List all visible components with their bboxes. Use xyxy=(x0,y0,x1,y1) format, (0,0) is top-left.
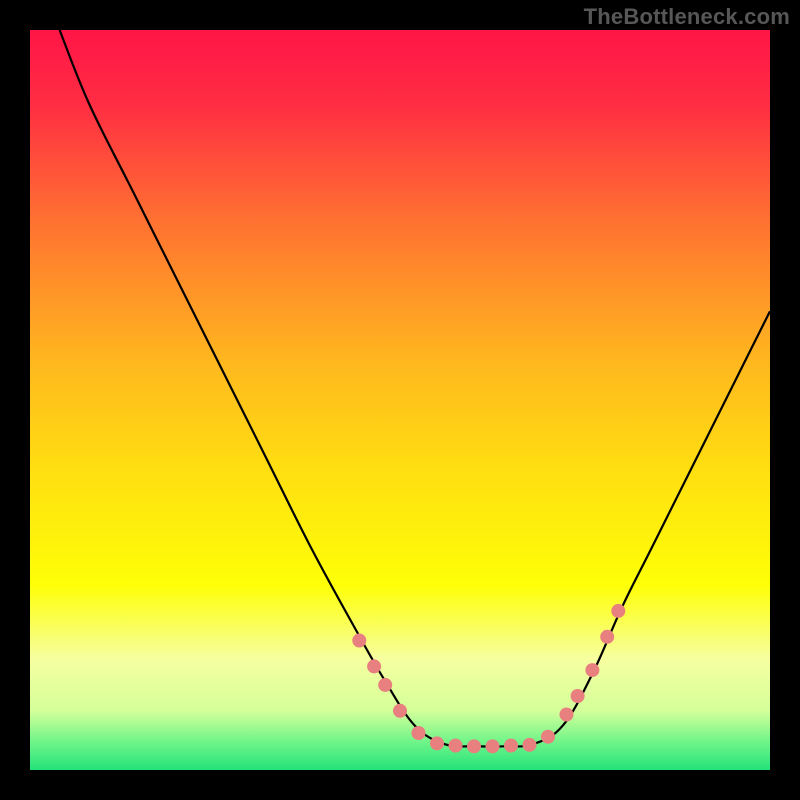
marker-point xyxy=(430,736,444,750)
marker-point xyxy=(449,739,463,753)
marker-point xyxy=(541,730,555,744)
marker-point xyxy=(523,738,537,752)
marker-point xyxy=(367,659,381,673)
watermark-text: TheBottleneck.com xyxy=(584,4,790,30)
marker-point xyxy=(352,634,366,648)
marker-point xyxy=(571,689,585,703)
marker-point xyxy=(378,678,392,692)
marker-point xyxy=(412,726,426,740)
marker-point xyxy=(504,739,518,753)
marker-point xyxy=(486,739,500,753)
chart-container: TheBottleneck.com xyxy=(0,0,800,800)
marker-point xyxy=(611,604,625,618)
chart-svg xyxy=(0,0,800,800)
marker-point xyxy=(467,739,481,753)
marker-point xyxy=(600,630,614,644)
marker-point xyxy=(585,663,599,677)
marker-point xyxy=(560,708,574,722)
chart-background xyxy=(30,30,770,770)
marker-point xyxy=(393,704,407,718)
